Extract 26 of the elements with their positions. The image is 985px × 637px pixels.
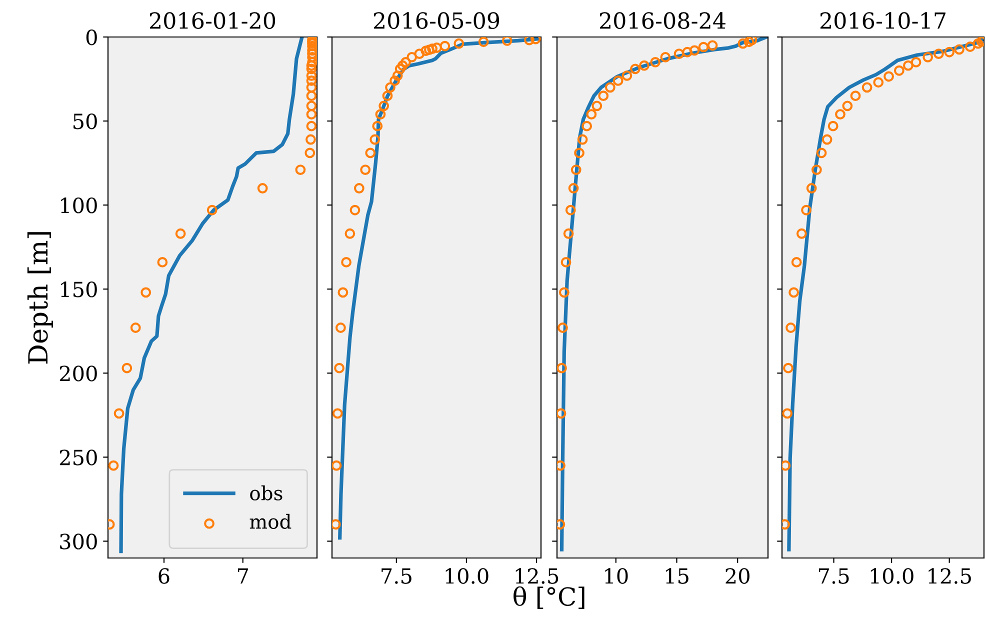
- y-tick-label: 250: [60, 450, 97, 466]
- x-tick-label: 15: [666, 568, 688, 584]
- x-tick-label: 12.5: [516, 568, 558, 584]
- x-tick-label: 10: [605, 568, 628, 584]
- x-axis-title: θ [°C]: [514, 586, 584, 609]
- x-tick-label: 7.5: [382, 568, 412, 584]
- x-tick-label: 12.5: [928, 568, 971, 584]
- chart-title: 2016-05-09: [374, 12, 500, 29]
- chart-title: 2016-10-17: [820, 12, 946, 29]
- x-tick-label: 10.0: [870, 568, 914, 584]
- y-tick-label: 100: [61, 198, 97, 214]
- x-tick-label: 6: [158, 568, 170, 584]
- y-tick-label: 200: [60, 366, 97, 382]
- legend-label: mod: [250, 514, 292, 529]
- x-tick-label: 7.5: [818, 568, 849, 584]
- y-tick-label: 0: [86, 29, 97, 46]
- y-axis-title: Depth [m]: [27, 232, 53, 364]
- x-tick-label: 7: [238, 568, 248, 584]
- y-tick-label: 50: [74, 113, 97, 130]
- x-tick-label: 20: [726, 568, 750, 584]
- y-tick-label: 300: [60, 534, 97, 550]
- y-tick-label: 150: [61, 282, 97, 298]
- legend-label: obs: [250, 485, 282, 500]
- chart-title: 2016-01-20: [150, 12, 276, 29]
- x-tick-label: 10.0: [446, 568, 488, 584]
- chart-title: 2016-08-24: [600, 12, 726, 29]
